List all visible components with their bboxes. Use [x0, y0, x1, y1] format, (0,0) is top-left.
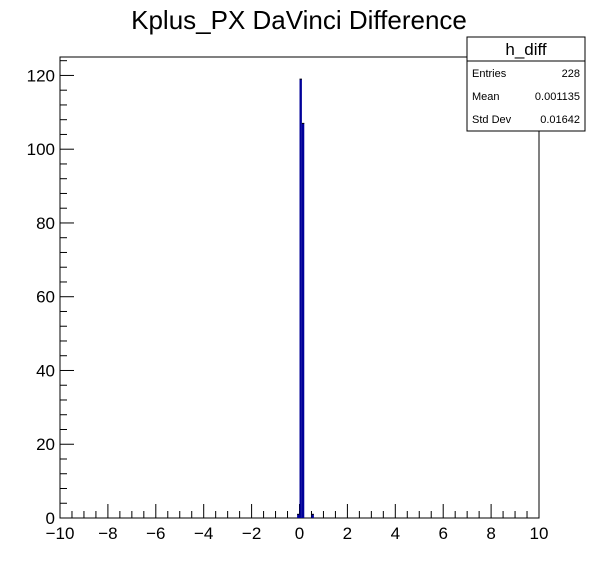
x-tick-label: 6	[438, 524, 447, 543]
stats-entries-value: 228	[562, 68, 580, 80]
x-tick-labels: −10 −8 −6 −4 −2 0 2 4 6 8 10	[46, 524, 549, 543]
histogram-bar	[299, 79, 302, 518]
stats-entries-label: Entries	[472, 68, 507, 80]
x-tick-label: −4	[194, 524, 213, 543]
y-tick-label: 80	[36, 214, 55, 233]
x-tick-label: 8	[486, 524, 495, 543]
stats-stddev-value: 0.01642	[540, 114, 580, 126]
stats-stddev-label: Std Dev	[472, 114, 512, 126]
x-tick-label: −10	[46, 524, 75, 543]
stats-box-frame	[466, 36, 586, 132]
x-tick-label: −2	[242, 524, 261, 543]
x-tick-label: −8	[98, 524, 117, 543]
histogram-bar	[301, 123, 305, 518]
x-tick-label: 0	[295, 524, 304, 543]
y-tick-label: 0	[46, 509, 55, 528]
x-tick-label: 10	[530, 524, 549, 543]
y-tick-label: 40	[36, 361, 55, 380]
y-tick-label: 60	[36, 288, 55, 307]
chart-title: Kplus_PX DaVinci Difference	[131, 5, 467, 35]
stats-box-title: h_diff	[505, 40, 547, 59]
stats-mean-value: 0.001135	[535, 91, 580, 103]
x-tick-label: −6	[146, 524, 165, 543]
histogram-bars	[297, 78, 314, 518]
x-tick-label: 2	[343, 524, 352, 543]
x-tick-label: 4	[391, 524, 400, 543]
axis-ticks	[59, 60, 540, 519]
histogram-bar	[297, 514, 300, 518]
stats-mean-label: Mean	[472, 91, 500, 103]
y-tick-label: 120	[27, 66, 55, 85]
stats-box: h_diff Entries 228 Mean 0.001135 Std Dev…	[466, 36, 586, 132]
y-tick-label: 20	[36, 435, 55, 454]
y-tick-labels: 0 20 40 60 80 100 120	[27, 66, 55, 528]
histogram-bar	[311, 514, 314, 518]
y-tick-label: 100	[27, 140, 55, 159]
